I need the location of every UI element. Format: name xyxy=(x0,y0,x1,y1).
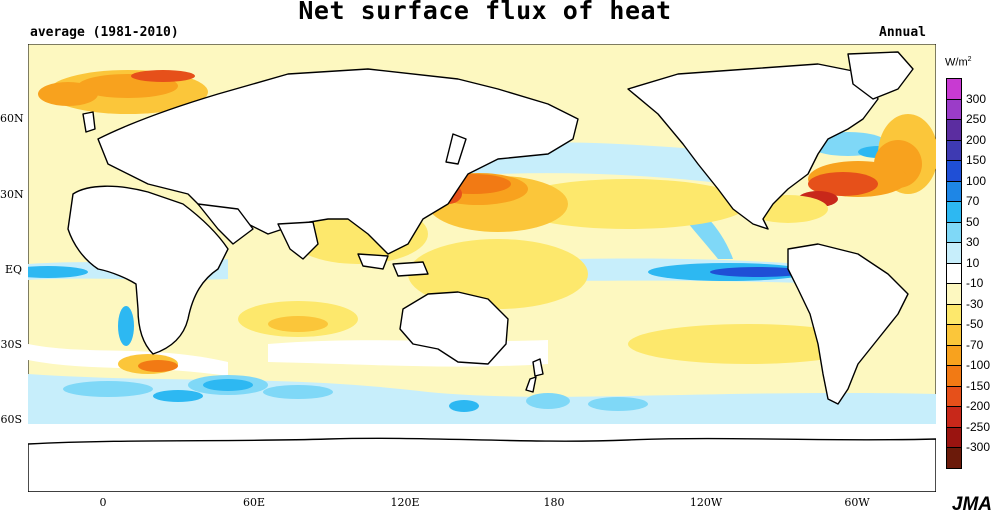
legend-tick-label: 50 xyxy=(966,214,980,229)
legend-tick-label: 70 xyxy=(966,194,980,208)
legend-swatch xyxy=(946,324,962,346)
legend-swatch xyxy=(946,201,962,223)
legend-tick-label: -150 xyxy=(966,378,991,393)
legend-unit: W/m2 xyxy=(945,56,972,69)
lon-label-180: 180 xyxy=(543,496,565,509)
lat-label-eq: EQ xyxy=(4,263,22,276)
lon-label-120w: 120W xyxy=(689,496,723,509)
legend-tick-label: -50 xyxy=(966,317,984,331)
legend-swatch xyxy=(946,406,962,428)
legend-tick-label: 250 xyxy=(966,112,987,126)
legend-swatch xyxy=(946,447,962,469)
heat-flux-map xyxy=(28,44,936,492)
season-label: Annual xyxy=(879,25,926,40)
legend-swatch xyxy=(946,283,962,305)
legend-swatch xyxy=(946,242,962,264)
lat-label-30n: 30N xyxy=(0,188,24,201)
legend-tick-label: 10 xyxy=(966,255,980,270)
lon-label-60e: 60E xyxy=(242,496,266,509)
legend-swatch xyxy=(946,344,962,366)
lat-label-60s: 60S xyxy=(0,413,22,426)
legend-tick-label: -30 xyxy=(966,296,984,311)
averaging-period-label: average (1981-2010) xyxy=(30,25,179,40)
lon-label-0: 0 xyxy=(99,496,107,509)
legend-swatch xyxy=(946,303,962,325)
legend-tick-label: 100 xyxy=(966,173,987,188)
legend-swatch xyxy=(946,180,962,202)
legend-swatch xyxy=(946,78,962,100)
map-title: Net surface flux of heat xyxy=(298,0,672,25)
legend-tick-label: 300 xyxy=(966,91,987,106)
legend-swatch xyxy=(946,160,962,182)
legend-tick-label: -250 xyxy=(966,419,991,434)
legend-tick-label: -70 xyxy=(966,337,984,352)
legend-swatch xyxy=(946,426,962,448)
legend-swatch xyxy=(946,262,962,284)
legend-swatch xyxy=(946,385,962,407)
credit-logo: JMA xyxy=(951,494,992,515)
lon-label-60w: 60W xyxy=(844,496,870,509)
lat-label-60n: 60N xyxy=(0,112,24,125)
legend-tick-label: 200 xyxy=(966,132,987,147)
legend-swatch xyxy=(946,365,962,387)
legend-tick-label: -10 xyxy=(966,276,984,290)
legend-swatch xyxy=(946,98,962,120)
legend-tick-label: -300 xyxy=(966,440,991,454)
continent-outlines xyxy=(28,51,936,492)
legend-tick-label: -100 xyxy=(966,358,991,372)
legend-tick-label: 30 xyxy=(966,235,980,249)
legend-swatch xyxy=(946,221,962,243)
legend-swatch xyxy=(946,119,962,141)
lon-label-120e: 120E xyxy=(390,496,420,509)
legend-swatch xyxy=(946,139,962,161)
legend-tick-label: 150 xyxy=(966,153,987,167)
lat-label-30s: 30S xyxy=(0,338,22,351)
legend-tick-label: -200 xyxy=(966,399,991,413)
